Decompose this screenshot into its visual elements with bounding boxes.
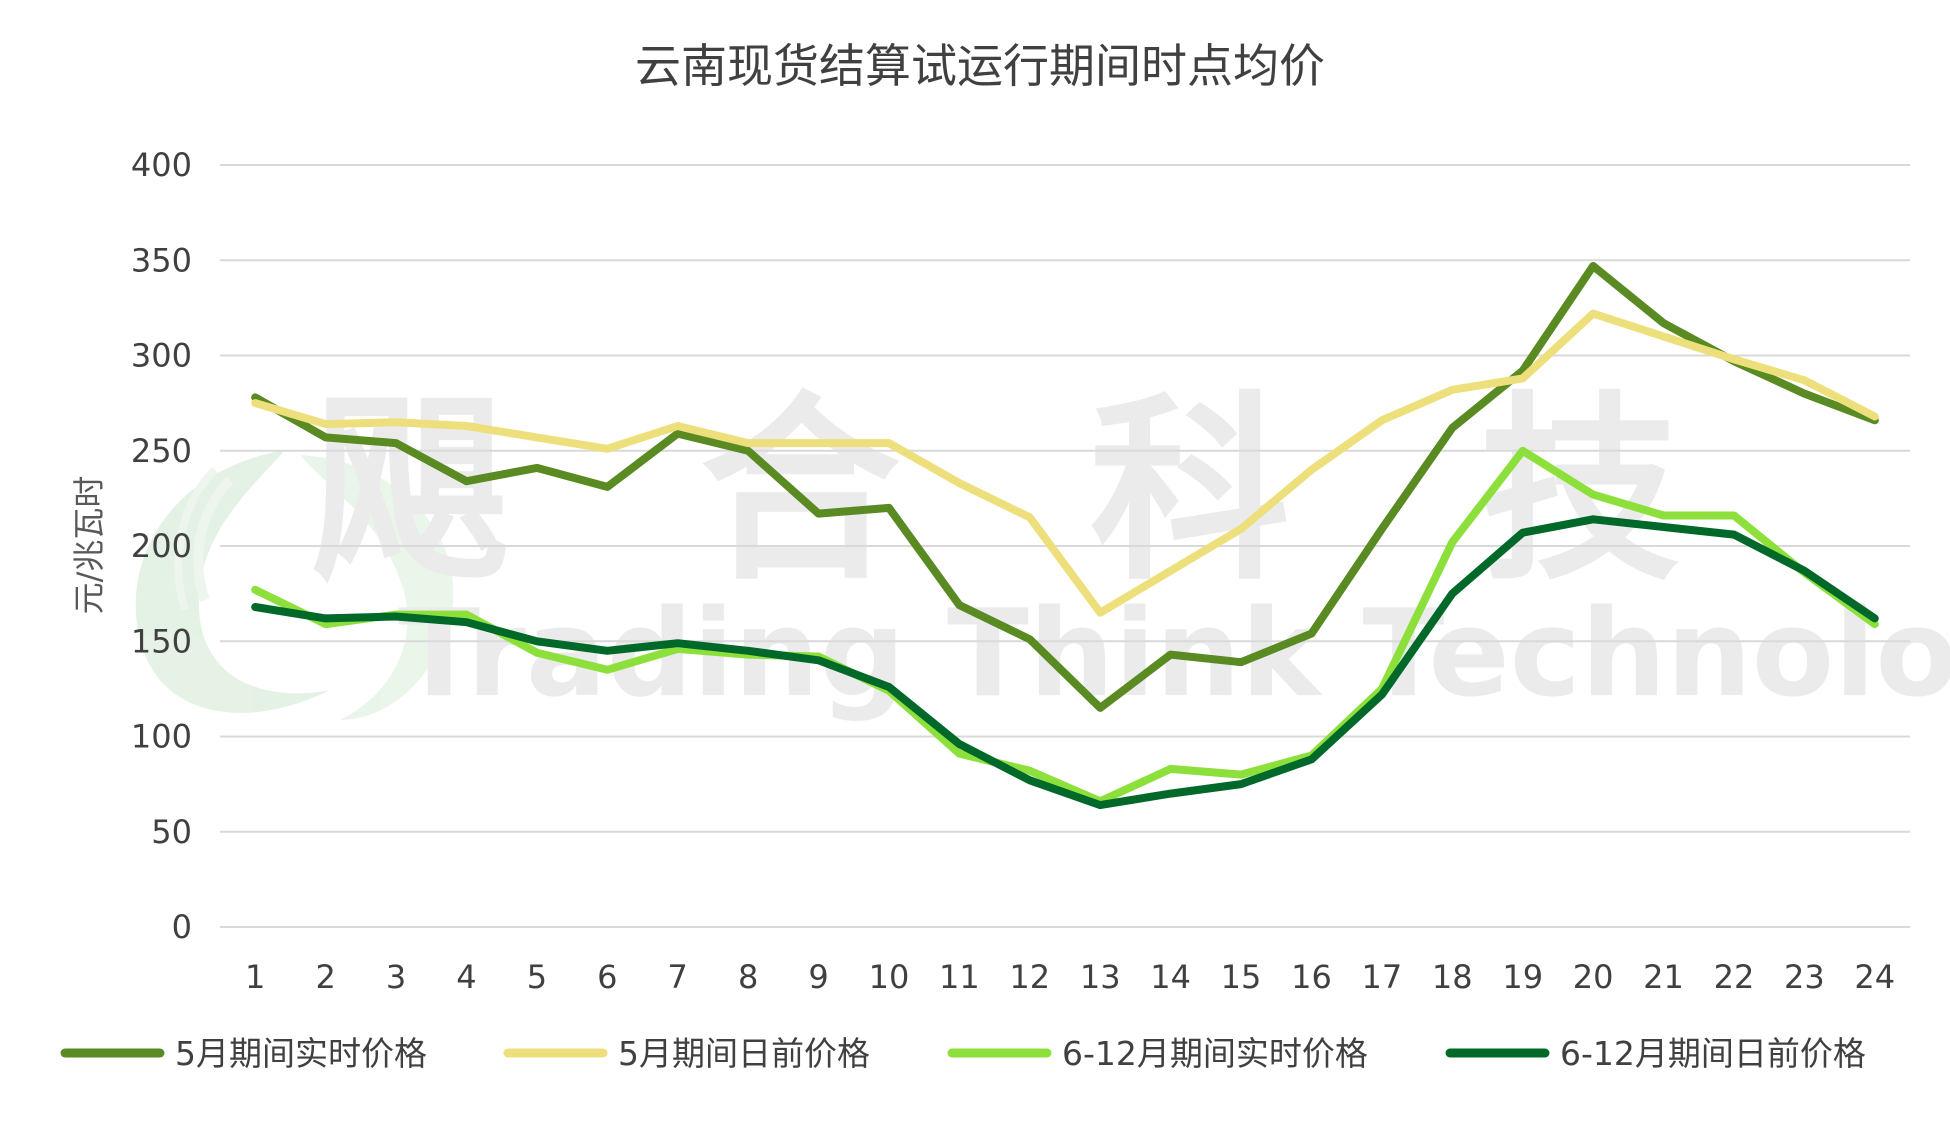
legend-label: 6-12月期间实时价格 xyxy=(1062,1034,1368,1073)
x-tick-label: 12 xyxy=(1009,958,1050,996)
series-line-4 xyxy=(251,515,1879,810)
x-tick-label: 17 xyxy=(1362,958,1403,996)
watermark-logo xyxy=(135,450,454,720)
y-tick-label: 50 xyxy=(151,813,192,851)
legend: 5月期间实时价格 5月期间日前价格 6-12月期间实时价格 6-12月期间日前价格 xyxy=(60,1034,1866,1073)
x-tick-label: 6 xyxy=(597,958,617,996)
x-tick-label: 14 xyxy=(1150,958,1191,996)
gridlines xyxy=(220,164,1910,928)
legend-item-4: 6-12月期间日前价格 xyxy=(1445,1034,1866,1073)
x-tick-label: 11 xyxy=(939,958,980,996)
legend-label: 6-12月期间日前价格 xyxy=(1560,1034,1866,1073)
x-tick-label: 19 xyxy=(1502,958,1543,996)
chart-title: 云南现货结算试运行期间时点均价 xyxy=(635,39,1325,93)
y-tick-label: 400 xyxy=(131,146,192,184)
watermark-chinese: 飓 合 科 技 xyxy=(311,375,1740,608)
legend-item-1: 5月期间实时价格 xyxy=(60,1034,427,1073)
legend-label: 5月期间实时价格 xyxy=(175,1034,427,1073)
x-tick-label: 7 xyxy=(668,958,688,996)
y-axis-ticks: 0 50 100 150 200 250 300 350 400 xyxy=(131,146,192,946)
x-axis-ticks: 1 2 3 4 5 6 7 8 9 10 11 12 13 14 15 16 17 18 19 20 21 22 23 24 xyxy=(245,958,1895,996)
y-tick-label: 200 xyxy=(131,527,192,565)
series-line-1 xyxy=(251,262,1879,712)
legend-item-3: 6-12月期间实时价格 xyxy=(947,1034,1368,1073)
x-tick-label: 21 xyxy=(1643,958,1684,996)
legend-item-2: 5月期间日前价格 xyxy=(503,1034,870,1073)
series-line-3 xyxy=(251,446,1879,806)
legend-label: 5月期间日前价格 xyxy=(618,1034,870,1073)
y-axis-title: 元/兆瓦时 xyxy=(70,476,108,615)
y-tick-label: 250 xyxy=(131,432,192,470)
x-tick-label: 24 xyxy=(1854,958,1895,996)
x-tick-label: 22 xyxy=(1714,958,1755,996)
x-tick-label: 2 xyxy=(315,958,335,996)
x-tick-label: 10 xyxy=(869,958,910,996)
series-line-2 xyxy=(251,309,1879,617)
series-lines xyxy=(251,262,1879,810)
x-tick-label: 16 xyxy=(1291,958,1332,996)
y-tick-label: 300 xyxy=(131,337,192,375)
y-tick-label: 100 xyxy=(131,718,192,756)
x-tick-label: 23 xyxy=(1784,958,1825,996)
x-tick-label: 18 xyxy=(1432,958,1473,996)
x-tick-label: 9 xyxy=(808,958,828,996)
x-tick-label: 4 xyxy=(456,958,476,996)
x-tick-label: 8 xyxy=(738,958,758,996)
y-tick-label: 350 xyxy=(131,241,192,279)
x-tick-label: 15 xyxy=(1221,958,1262,996)
x-tick-label: 13 xyxy=(1080,958,1121,996)
x-tick-label: 3 xyxy=(386,958,406,996)
x-tick-label: 20 xyxy=(1573,958,1614,996)
x-tick-label: 1 xyxy=(245,958,265,996)
x-tick-label: 5 xyxy=(527,958,547,996)
y-tick-label: 150 xyxy=(131,622,192,660)
y-tick-label: 0 xyxy=(172,908,192,946)
